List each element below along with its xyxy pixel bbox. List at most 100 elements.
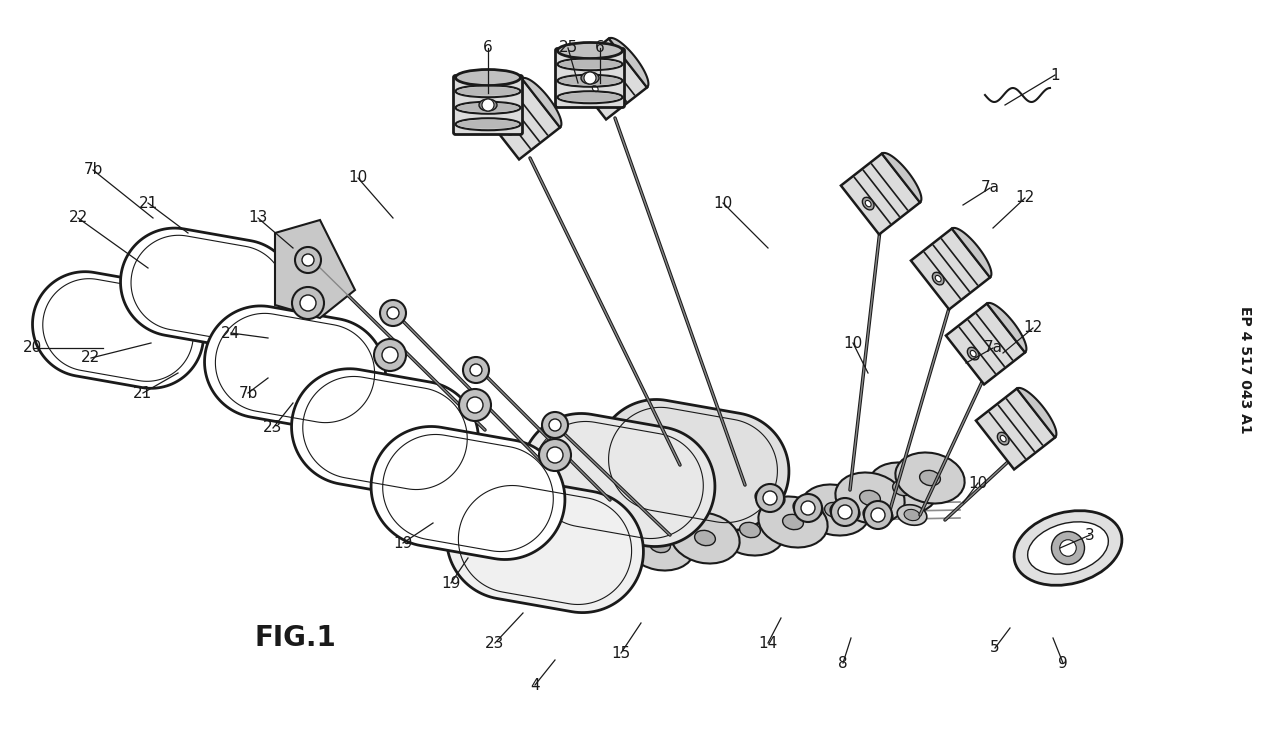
Ellipse shape (893, 480, 913, 496)
Ellipse shape (862, 197, 874, 210)
Ellipse shape (967, 347, 979, 360)
Text: 23: 23 (486, 636, 505, 650)
Text: FIG.1: FIG.1 (254, 624, 336, 652)
Polygon shape (976, 388, 1055, 469)
Text: 24: 24 (222, 326, 241, 340)
Circle shape (864, 501, 891, 529)
Ellipse shape (1000, 435, 1006, 442)
Ellipse shape (800, 485, 870, 536)
Text: 22: 22 (68, 210, 87, 226)
Ellipse shape (625, 520, 695, 571)
FancyBboxPatch shape (454, 75, 522, 134)
Polygon shape (292, 369, 478, 497)
Ellipse shape (936, 275, 941, 282)
Circle shape (585, 72, 596, 84)
Text: 3: 3 (1085, 528, 1094, 542)
Text: 9: 9 (1058, 656, 1068, 670)
Ellipse shape (864, 504, 893, 526)
Text: 15: 15 (611, 645, 630, 661)
Ellipse shape (794, 498, 823, 518)
Text: EP 4 517 043 A1: EP 4 517 043 A1 (1238, 306, 1252, 434)
Circle shape (1051, 531, 1084, 564)
Text: 10: 10 (843, 336, 862, 350)
Circle shape (302, 254, 314, 266)
Ellipse shape (756, 488, 785, 508)
Ellipse shape (869, 463, 937, 513)
Text: 7a: 7a (980, 180, 999, 196)
Polygon shape (1017, 388, 1056, 437)
Circle shape (549, 419, 560, 431)
Ellipse shape (970, 350, 976, 357)
Ellipse shape (559, 60, 621, 69)
Circle shape (1060, 539, 1077, 556)
Polygon shape (446, 477, 643, 612)
Text: 19: 19 (441, 575, 460, 591)
Ellipse shape (739, 523, 761, 538)
Text: 1: 1 (1050, 67, 1060, 82)
Circle shape (387, 307, 399, 319)
Polygon shape (568, 39, 647, 120)
Polygon shape (275, 220, 355, 318)
Text: 22: 22 (81, 350, 100, 366)
Ellipse shape (865, 201, 871, 207)
Ellipse shape (671, 512, 739, 564)
Ellipse shape (998, 432, 1009, 445)
Ellipse shape (715, 504, 785, 556)
Polygon shape (609, 38, 648, 88)
Text: 4: 4 (530, 677, 540, 693)
Circle shape (374, 339, 406, 371)
Circle shape (831, 498, 858, 526)
Circle shape (541, 412, 568, 438)
Text: 8: 8 (838, 656, 848, 670)
Circle shape (871, 508, 885, 522)
Ellipse shape (782, 515, 804, 530)
Ellipse shape (695, 531, 715, 545)
Circle shape (292, 287, 325, 319)
Polygon shape (987, 303, 1026, 353)
Circle shape (301, 295, 316, 311)
Text: 25: 25 (558, 40, 578, 55)
Text: 12: 12 (1023, 320, 1042, 336)
Polygon shape (481, 79, 560, 159)
Circle shape (539, 439, 571, 471)
Ellipse shape (502, 123, 514, 135)
Text: 21: 21 (133, 385, 152, 401)
Ellipse shape (824, 502, 846, 518)
Ellipse shape (836, 472, 904, 523)
Ellipse shape (581, 72, 598, 84)
Circle shape (459, 389, 491, 421)
Circle shape (295, 247, 321, 273)
Text: 19: 19 (393, 536, 412, 550)
Text: 7b: 7b (84, 163, 103, 177)
Circle shape (380, 300, 406, 326)
Ellipse shape (898, 504, 927, 526)
Text: 13: 13 (249, 210, 268, 226)
Ellipse shape (479, 99, 497, 111)
Circle shape (547, 447, 563, 463)
Polygon shape (522, 78, 562, 128)
Circle shape (801, 501, 815, 515)
Ellipse shape (458, 87, 519, 96)
Ellipse shape (800, 502, 815, 514)
Ellipse shape (649, 537, 671, 553)
Ellipse shape (458, 120, 519, 128)
Polygon shape (204, 306, 385, 430)
Text: 7a: 7a (984, 340, 1003, 356)
Ellipse shape (1027, 522, 1108, 575)
Ellipse shape (860, 491, 880, 506)
Text: 7b: 7b (238, 385, 257, 401)
FancyBboxPatch shape (555, 48, 625, 107)
Text: 10: 10 (714, 196, 733, 210)
Text: 5: 5 (990, 640, 999, 656)
Text: 12: 12 (1016, 191, 1035, 206)
Circle shape (467, 397, 483, 413)
Polygon shape (841, 153, 921, 234)
Text: 6: 6 (595, 40, 605, 55)
Circle shape (482, 99, 495, 111)
Circle shape (794, 494, 822, 522)
Polygon shape (881, 153, 922, 202)
Circle shape (763, 491, 777, 505)
Text: 14: 14 (758, 636, 777, 650)
Ellipse shape (559, 93, 621, 101)
Polygon shape (372, 426, 566, 559)
